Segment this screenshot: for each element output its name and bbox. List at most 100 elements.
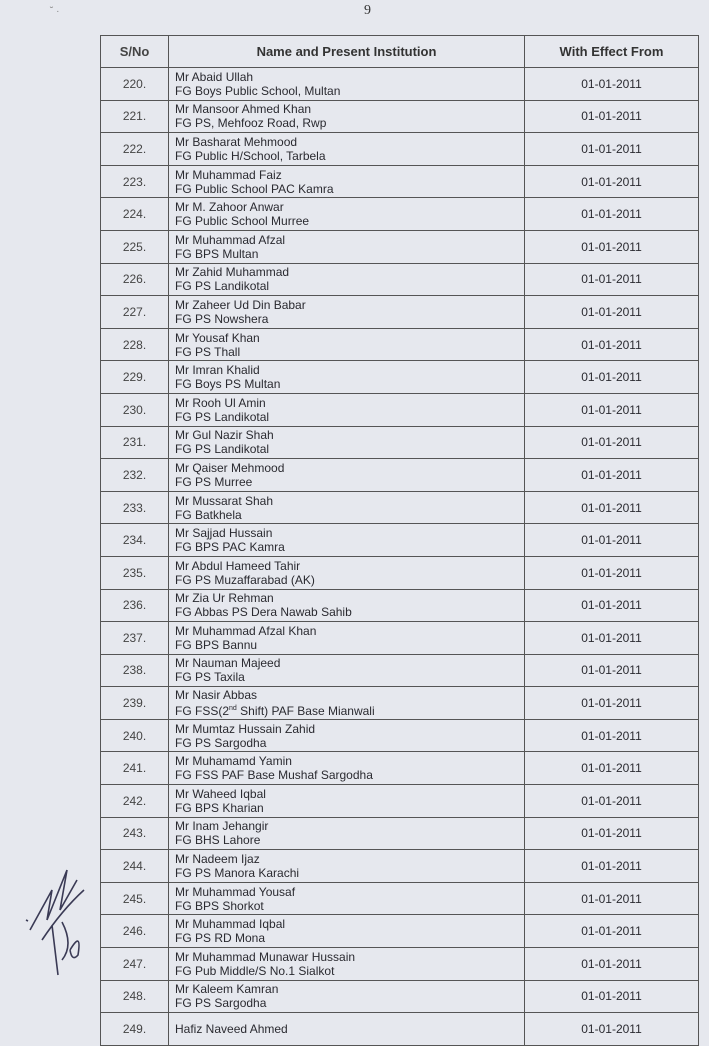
person-name: Mr Qaiser Mehmood — [175, 460, 285, 475]
table-row: 237. Mr Muhammad Afzal Khan FG BPS Bannu 01… — [100, 621, 699, 655]
row-effect-date: 01-01-2011 — [524, 588, 699, 623]
row-effect-date: 01-01-2011 — [524, 686, 699, 720]
person-name: Mr Mussarat Shah — [175, 493, 274, 508]
row-name-institution: Mr Yousaf Khan FG PS Thall — [168, 327, 525, 362]
institution: FG PS Muzaffarabad (AK) — [175, 572, 315, 587]
row-name-institution: Mr Muhamamd Yamin FG FSS PAF Base Mushaf … — [168, 751, 525, 786]
institution: FG Boys Public School, Multan — [175, 83, 341, 98]
table-row: 228. Mr Yousaf Khan FG PS Thall 01-01-2011 — [100, 327, 699, 362]
person-name: Mr Abaid Ullah — [175, 69, 254, 84]
row-name-institution: Mr Nauman Majeed FG PS Taxila — [168, 653, 525, 688]
row-sno: 246. — [100, 914, 169, 949]
person-name: Mr Kaleem Kamran — [175, 982, 279, 997]
institution: FG PS Thall — [175, 344, 241, 359]
row-sno: 232. — [100, 458, 169, 492]
institution: FG PS Landikotal — [175, 409, 270, 424]
person-name: Mr Zia Ur Rehman — [175, 591, 274, 606]
table-row: 226. Mr Zahid Muhammad FG PS Landikotal 01-… — [100, 262, 699, 297]
row-sno: 247. — [100, 947, 169, 981]
row-name-institution: Mr Muhammad Afzal FG BPS Multan — [168, 229, 525, 264]
row-effect-date: 01-01-2011 — [524, 229, 699, 264]
scan-specks: ˘ · — [50, 6, 60, 17]
table-row: 224. Mr M. Zahoor Anwar FG Public School M… — [100, 197, 699, 231]
row-effect-date: 01-01-2011 — [524, 164, 699, 199]
row-effect-date: 01-01-2011 — [524, 979, 699, 1014]
person-name: Mr Muhammad Faiz — [175, 167, 282, 182]
row-name-institution: Mr Rooh Ul Amin FG PS Landikotal — [168, 392, 525, 427]
staff-table: S/No Name and Present Institution With E… — [100, 35, 699, 1046]
person-name: Mr Inam Jehangir — [175, 819, 269, 834]
person-name: Mr Zahid Muhammad — [175, 265, 290, 280]
person-name: Mr Nadeem Ijaz — [175, 852, 260, 867]
table-row: 246. Mr Muhammad Iqbal FG PS RD Mona 01-01-… — [100, 914, 699, 949]
person-name: Mr Waheed Iqbal — [175, 786, 266, 801]
institution: FG PS Sargodha — [175, 735, 267, 750]
row-effect-date: 01-01-2011 — [524, 392, 699, 427]
institution: FG PS Landikotal — [175, 279, 270, 294]
row-name-institution: Mr Inam Jehangir FG BHS Lahore — [168, 816, 525, 851]
table-row: 240. Mr Mumtaz Hussain Zahid FG PS Sargodh… — [100, 718, 699, 753]
row-sno: 237. — [100, 621, 169, 655]
row-name-institution: Mr Gul Nazir Shah FG PS Landikotal — [168, 425, 525, 460]
table-row: 225. Mr Muhammad Afzal FG BPS Multan 01-01-… — [100, 229, 699, 264]
institution: FG PS Murree — [175, 474, 253, 489]
row-sno: 231. — [100, 425, 169, 460]
row-sno: 239. — [100, 686, 169, 720]
person-name: Mr M. Zahoor Anwar — [175, 200, 284, 215]
row-effect-date: 01-01-2011 — [524, 849, 699, 883]
person-name: Mr Basharat Mehmood — [175, 134, 298, 149]
row-sno: 227. — [100, 295, 169, 329]
row-sno: 233. — [100, 490, 169, 525]
person-name: Mr Muhamamd Yamin — [175, 754, 292, 769]
row-name-institution: Mr Muhammad Iqbal FG PS RD Mona — [168, 914, 525, 949]
table-row: 239. Mr Nasir Abbas FG FSS(2nd Shift) PAF … — [100, 686, 699, 720]
row-sno: 222. — [100, 132, 169, 166]
institution: FG FSS PAF Base Mushaf Sargodha — [175, 768, 373, 783]
table-row: 234. Mr Sajjad Hussain FG BPS PAC Kamra 01-… — [100, 523, 699, 557]
row-sno: 243. — [100, 816, 169, 851]
row-effect-date: 01-01-2011 — [524, 621, 699, 655]
row-effect-date: 01-01-2011 — [524, 490, 699, 525]
row-sno: 229. — [100, 360, 169, 394]
institution: FG PS Manora Karachi — [175, 866, 300, 881]
row-name-institution: Mr Zaheer Ud Din Babar FG PS Nowshera — [168, 295, 525, 329]
row-sno: 248. — [100, 979, 169, 1014]
row-effect-date: 01-01-2011 — [524, 523, 699, 557]
row-effect-date: 01-01-2011 — [524, 784, 699, 818]
row-sno: 226. — [100, 262, 169, 297]
row-effect-date: 01-01-2011 — [524, 914, 699, 949]
row-effect-date: 01-01-2011 — [524, 881, 699, 916]
row-effect-date: 01-01-2011 — [524, 751, 699, 786]
table-row: 221. Mr Mansoor Ahmed Khan FG PS, Mehfooz … — [100, 99, 699, 134]
row-sno: 249. — [100, 1012, 169, 1046]
row-name-institution: Mr Mussarat Shah FG Batkhela — [168, 490, 525, 525]
person-name: Mr Sajjad Hussain — [175, 526, 273, 541]
row-name-institution: Hafiz Naveed Ahmed — [168, 1012, 525, 1046]
row-sno: 245. — [100, 881, 169, 916]
table-row: 227. Mr Zaheer Ud Din Babar FG PS Nowshera… — [100, 295, 699, 329]
header-effect-from: With Effect From — [524, 35, 699, 68]
institution: FG Public School Murree — [175, 214, 310, 229]
row-effect-date: 01-01-2011 — [524, 262, 699, 297]
institution: FG PS RD Mona — [175, 931, 266, 946]
row-sno: 220. — [100, 67, 169, 101]
person-name: Mr Nauman Majeed — [175, 656, 281, 671]
person-name: Mr Muhammad Iqbal — [175, 917, 286, 932]
row-name-institution: Mr Nasir Abbas FG FSS(2nd Shift) PAF Base… — [168, 686, 525, 720]
row-effect-date: 01-01-2011 — [524, 327, 699, 362]
row-effect-date: 01-01-2011 — [524, 1012, 699, 1046]
person-name: Mr Nasir Abbas — [175, 688, 258, 703]
row-name-institution: Mr Muhammad Faiz FG Public School PAC Kam… — [168, 164, 525, 199]
table-row: 238. Mr Nauman Majeed FG PS Taxila 01-01-20… — [100, 653, 699, 688]
row-effect-date: 01-01-2011 — [524, 718, 699, 753]
row-name-institution: Mr Sajjad Hussain FG BPS PAC Kamra — [168, 523, 525, 557]
person-name: Mr Mansoor Ahmed Khan — [175, 102, 312, 117]
row-name-institution: Mr Muhammad Munawar Hussain FG Pub Middle… — [168, 947, 525, 981]
institution: FG BPS Bannu — [175, 637, 258, 652]
row-effect-date: 01-01-2011 — [524, 555, 699, 590]
institution: FG BPS Shorkot — [175, 898, 264, 913]
row-name-institution: Mr Abdul Hameed Tahir FG PS Muzaffarabad … — [168, 555, 525, 590]
row-effect-date: 01-01-2011 — [524, 947, 699, 981]
header-name-institution: Name and Present Institution — [168, 35, 525, 68]
institution: FG BHS Lahore — [175, 833, 261, 848]
